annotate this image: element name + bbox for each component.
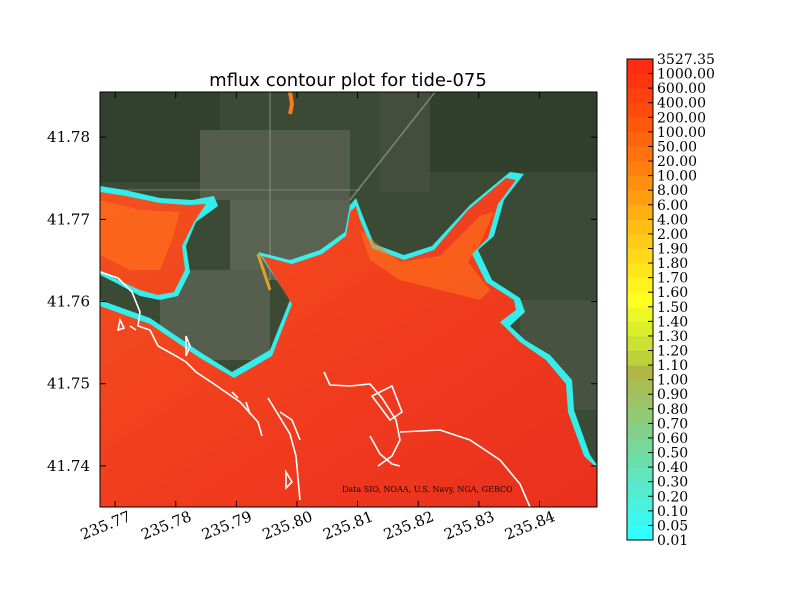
colorbar-segment bbox=[627, 131, 653, 147]
plot-area: Data SIO, NOAA, U.S. Navy, NGA, GEBCO bbox=[100, 92, 597, 507]
colorbar-segment bbox=[627, 335, 653, 351]
flux-bay-orange bbox=[100, 200, 494, 300]
colorbar-segment bbox=[627, 277, 653, 293]
colorbar-segment bbox=[627, 467, 653, 483]
x-tick-label: 235.84 bbox=[502, 507, 557, 543]
colorbar-label: 6.00 bbox=[657, 198, 688, 214]
colorbar-label: 0.90 bbox=[657, 387, 688, 403]
colorbar-frame bbox=[626, 58, 654, 541]
y-tick-label: 41.77 bbox=[47, 210, 90, 228]
colorbar-label: 0.70 bbox=[657, 416, 688, 432]
colorbar-segment bbox=[627, 204, 653, 220]
x-tick-label: 235.78 bbox=[139, 507, 194, 543]
colorbar-segment bbox=[627, 423, 653, 439]
colorbar-label: 100.00 bbox=[657, 125, 706, 141]
colorbar-segment bbox=[627, 321, 653, 337]
colorbar-segment bbox=[627, 190, 653, 206]
x-tick-label: 235.77 bbox=[78, 507, 133, 543]
colorbar-segment bbox=[627, 88, 653, 104]
colorbar-segment bbox=[627, 510, 653, 526]
colorbar-label: 3527.35 bbox=[657, 52, 715, 68]
colorbar-label: 1.60 bbox=[657, 285, 688, 301]
colorbar-segment bbox=[627, 306, 653, 322]
y-tick-label: 41.74 bbox=[47, 457, 90, 475]
x-tick-label: 235.81 bbox=[320, 507, 375, 543]
colorbar-label: 50.00 bbox=[657, 139, 697, 155]
colorbar: 0.010.050.100.200.300.400.500.600.700.80… bbox=[626, 52, 715, 549]
colorbar-segment bbox=[627, 263, 653, 279]
colorbar-segment bbox=[627, 496, 653, 512]
colorbar-label: 0.05 bbox=[657, 518, 688, 534]
colorbar-segment bbox=[627, 102, 653, 118]
colorbar-segment bbox=[627, 525, 653, 541]
colorbar-segment bbox=[627, 233, 653, 249]
colorbar-label: 600.00 bbox=[657, 81, 706, 97]
colorbar-label: 1.50 bbox=[657, 300, 688, 316]
colorbar-segment bbox=[627, 437, 653, 453]
plot-frame bbox=[99, 91, 598, 508]
x-tick-label: 235.83 bbox=[442, 507, 497, 543]
colorbar-label: 0.30 bbox=[657, 475, 688, 491]
colorbar-label: 4.00 bbox=[657, 212, 688, 228]
colorbar-label: 10.00 bbox=[657, 169, 697, 185]
colorbar-segment bbox=[627, 219, 653, 235]
colorbar-label: 0.40 bbox=[657, 460, 688, 476]
colorbar-label: 20.00 bbox=[657, 154, 697, 170]
colorbar-label: 1.70 bbox=[657, 271, 688, 287]
y-tick-label: 41.78 bbox=[47, 128, 90, 146]
x-tick-label: 235.82 bbox=[381, 507, 436, 543]
colorbar-label: 0.60 bbox=[657, 431, 688, 447]
colorbar-segment bbox=[627, 248, 653, 264]
colorbar-label: 1.30 bbox=[657, 329, 688, 345]
colorbar-segment bbox=[627, 481, 653, 497]
x-tick-label: 235.79 bbox=[199, 507, 254, 543]
colorbar-segment bbox=[627, 365, 653, 381]
x-tick-label: 235.80 bbox=[260, 507, 315, 543]
colorbar-label: 2.00 bbox=[657, 227, 688, 243]
colorbar-segment bbox=[627, 117, 653, 133]
colorbar-segment bbox=[627, 350, 653, 366]
colorbar-label: 1000.00 bbox=[657, 67, 715, 83]
colorbar-segment bbox=[627, 73, 653, 89]
flux-field bbox=[100, 178, 597, 507]
colorbar-segment bbox=[627, 452, 653, 468]
colorbar-segment bbox=[627, 161, 653, 177]
colorbar-label: 8.00 bbox=[657, 183, 688, 199]
colorbar-segment bbox=[627, 175, 653, 191]
river-channel-2 bbox=[256, 253, 272, 291]
colorbar-label: 400.00 bbox=[657, 96, 706, 112]
colorbar-label: 1.80 bbox=[657, 256, 688, 272]
colorbar-label: 1.10 bbox=[657, 358, 688, 374]
colorbar-label: 0.50 bbox=[657, 446, 688, 462]
colorbar-label: 0.80 bbox=[657, 402, 688, 418]
colorbar-label: 0.20 bbox=[657, 489, 688, 505]
colorbar-label: 0.01 bbox=[657, 533, 688, 549]
chart-title: mflux contour plot for tide-075 bbox=[209, 70, 487, 91]
y-axis: 41.74 41.75 41.76 41.77 41.78 bbox=[47, 128, 597, 475]
y-tick-label: 41.75 bbox=[47, 375, 90, 393]
colorbar-segment bbox=[627, 379, 653, 395]
colorbar-segment bbox=[627, 146, 653, 162]
colorbar-segment bbox=[627, 408, 653, 424]
coastline-outline bbox=[100, 271, 531, 507]
colorbar-segment bbox=[627, 292, 653, 308]
river-channel bbox=[288, 92, 295, 115]
colorbar-label: 1.00 bbox=[657, 373, 688, 389]
colorbar-label: 1.20 bbox=[657, 344, 688, 360]
colorbar-label: 0.10 bbox=[657, 504, 688, 520]
y-tick-label: 41.76 bbox=[47, 293, 90, 311]
colorbar-label: 200.00 bbox=[657, 110, 706, 126]
colorbar-segment bbox=[627, 59, 653, 74]
basemap-credit: Data SIO, NOAA, U.S. Navy, NGA, GEBCO bbox=[342, 485, 513, 494]
colorbar-label: 1.90 bbox=[657, 241, 688, 257]
colorbar-segment bbox=[627, 394, 653, 410]
colorbar-label: 1.40 bbox=[657, 314, 688, 330]
